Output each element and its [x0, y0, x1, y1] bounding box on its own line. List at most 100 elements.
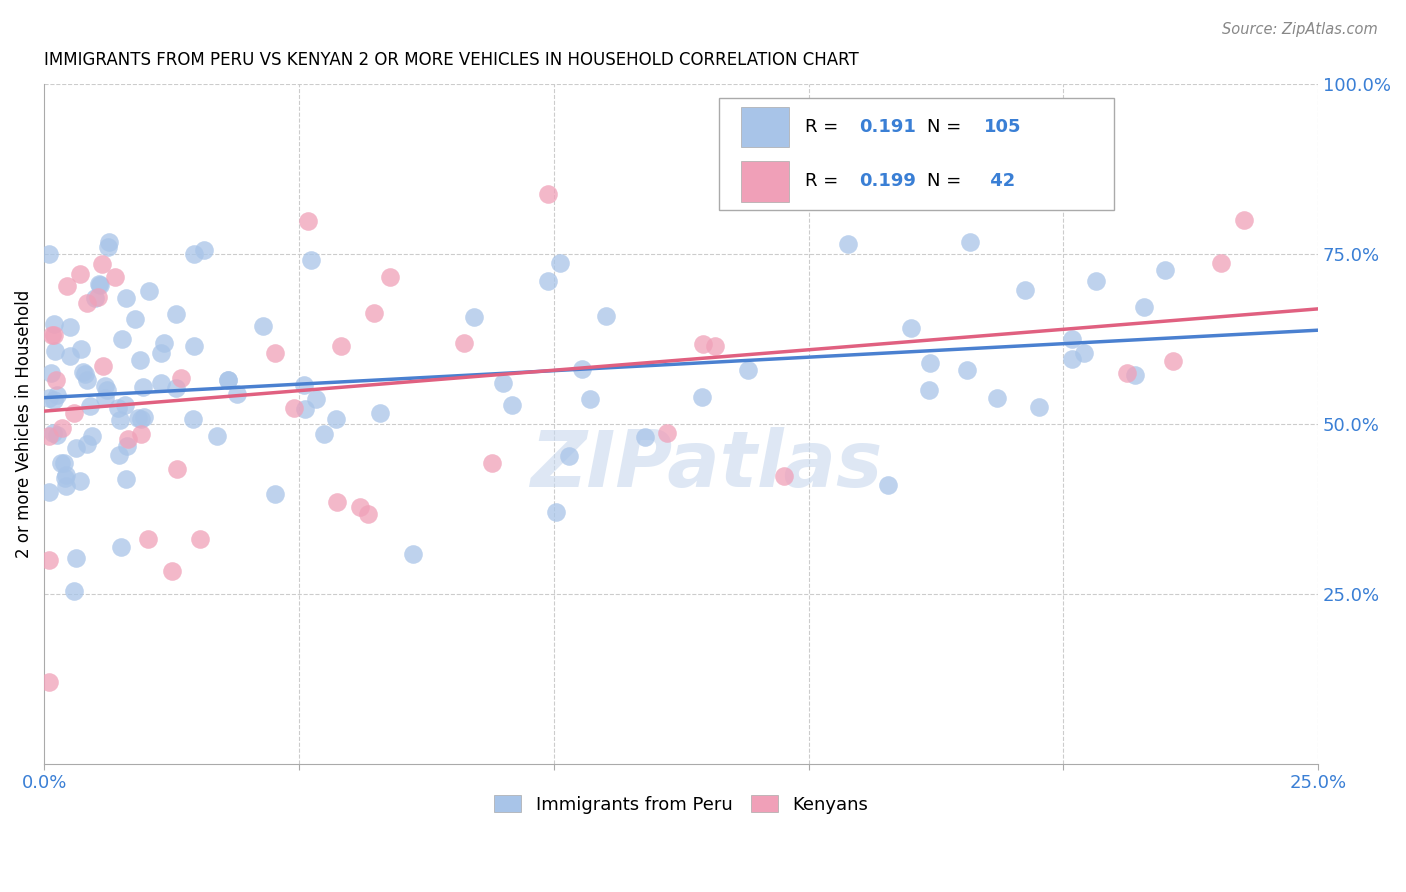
Legend: Immigrants from Peru, Kenyans: Immigrants from Peru, Kenyans — [485, 787, 877, 822]
Point — [1233, 213, 1256, 227]
Text: N =: N = — [927, 172, 967, 190]
Point — [181, 412, 204, 426]
Point — [42, 317, 65, 331]
Point — [657, 426, 679, 441]
Text: 0.191: 0.191 — [859, 118, 917, 136]
Point — [252, 318, 274, 333]
Point — [136, 532, 159, 546]
Point — [1073, 346, 1095, 360]
Point — [114, 291, 136, 305]
Point — [49, 456, 72, 470]
Point — [183, 339, 205, 353]
Point — [65, 550, 87, 565]
Point — [69, 342, 91, 356]
Point — [76, 296, 98, 310]
Point — [183, 247, 205, 261]
Point — [91, 257, 114, 271]
Point — [129, 412, 152, 426]
Point — [326, 494, 349, 508]
Point — [918, 383, 941, 397]
Point — [160, 564, 183, 578]
Point — [127, 410, 149, 425]
Point — [1060, 352, 1083, 367]
Point — [59, 320, 82, 334]
Point — [314, 427, 336, 442]
Point — [89, 277, 111, 292]
Text: R =: R = — [804, 172, 844, 190]
Point — [104, 270, 127, 285]
Point — [69, 268, 91, 282]
Point — [263, 345, 285, 359]
Point — [692, 337, 714, 351]
Point — [44, 343, 66, 358]
Point — [53, 456, 76, 470]
Point — [165, 381, 187, 395]
Point — [107, 448, 129, 462]
Point — [46, 428, 69, 442]
Point — [149, 346, 172, 360]
Point — [51, 420, 73, 434]
Point — [363, 305, 385, 319]
Point — [117, 439, 139, 453]
Point — [217, 373, 239, 387]
Point — [481, 456, 503, 470]
Point — [453, 336, 475, 351]
Point — [571, 361, 593, 376]
Point — [349, 500, 371, 514]
Point — [38, 429, 60, 443]
Point — [63, 584, 86, 599]
Point — [595, 309, 617, 323]
Point — [986, 391, 1008, 405]
Point — [165, 307, 187, 321]
Point — [900, 320, 922, 334]
Point — [41, 425, 63, 440]
Point — [1133, 300, 1156, 314]
Point — [837, 237, 859, 252]
Point — [114, 398, 136, 412]
Point — [283, 401, 305, 415]
Point — [1028, 400, 1050, 414]
Point — [149, 376, 172, 390]
Point — [356, 507, 378, 521]
Point — [94, 392, 117, 406]
Point — [294, 378, 316, 392]
Point — [97, 240, 120, 254]
Point — [193, 243, 215, 257]
Point — [1062, 332, 1084, 346]
Text: N =: N = — [927, 118, 967, 136]
Point — [111, 332, 134, 346]
Point — [1209, 255, 1232, 269]
Point — [117, 432, 139, 446]
Point — [132, 379, 155, 393]
Point — [53, 471, 76, 485]
Point — [959, 235, 981, 250]
Point — [38, 392, 60, 406]
Point — [138, 284, 160, 298]
Point — [188, 533, 211, 547]
Point — [73, 367, 96, 381]
Y-axis label: 2 or more Vehicles in Household: 2 or more Vehicles in Household — [15, 290, 32, 558]
Point — [65, 442, 87, 456]
Point — [225, 386, 247, 401]
Point — [38, 553, 60, 567]
Point — [42, 327, 65, 342]
Point — [153, 336, 176, 351]
Text: 105: 105 — [984, 118, 1022, 136]
Point — [166, 461, 188, 475]
Point — [294, 402, 316, 417]
Point — [93, 359, 115, 373]
Point — [56, 279, 79, 293]
Point — [134, 409, 156, 424]
Point — [305, 392, 328, 406]
Point — [63, 406, 86, 420]
Point — [217, 373, 239, 387]
FancyBboxPatch shape — [720, 98, 1115, 210]
Point — [557, 449, 579, 463]
Point — [124, 312, 146, 326]
Point — [129, 426, 152, 441]
Point — [94, 379, 117, 393]
Point — [55, 479, 77, 493]
Point — [129, 353, 152, 368]
Text: 0.199: 0.199 — [859, 172, 917, 190]
Point — [76, 436, 98, 450]
